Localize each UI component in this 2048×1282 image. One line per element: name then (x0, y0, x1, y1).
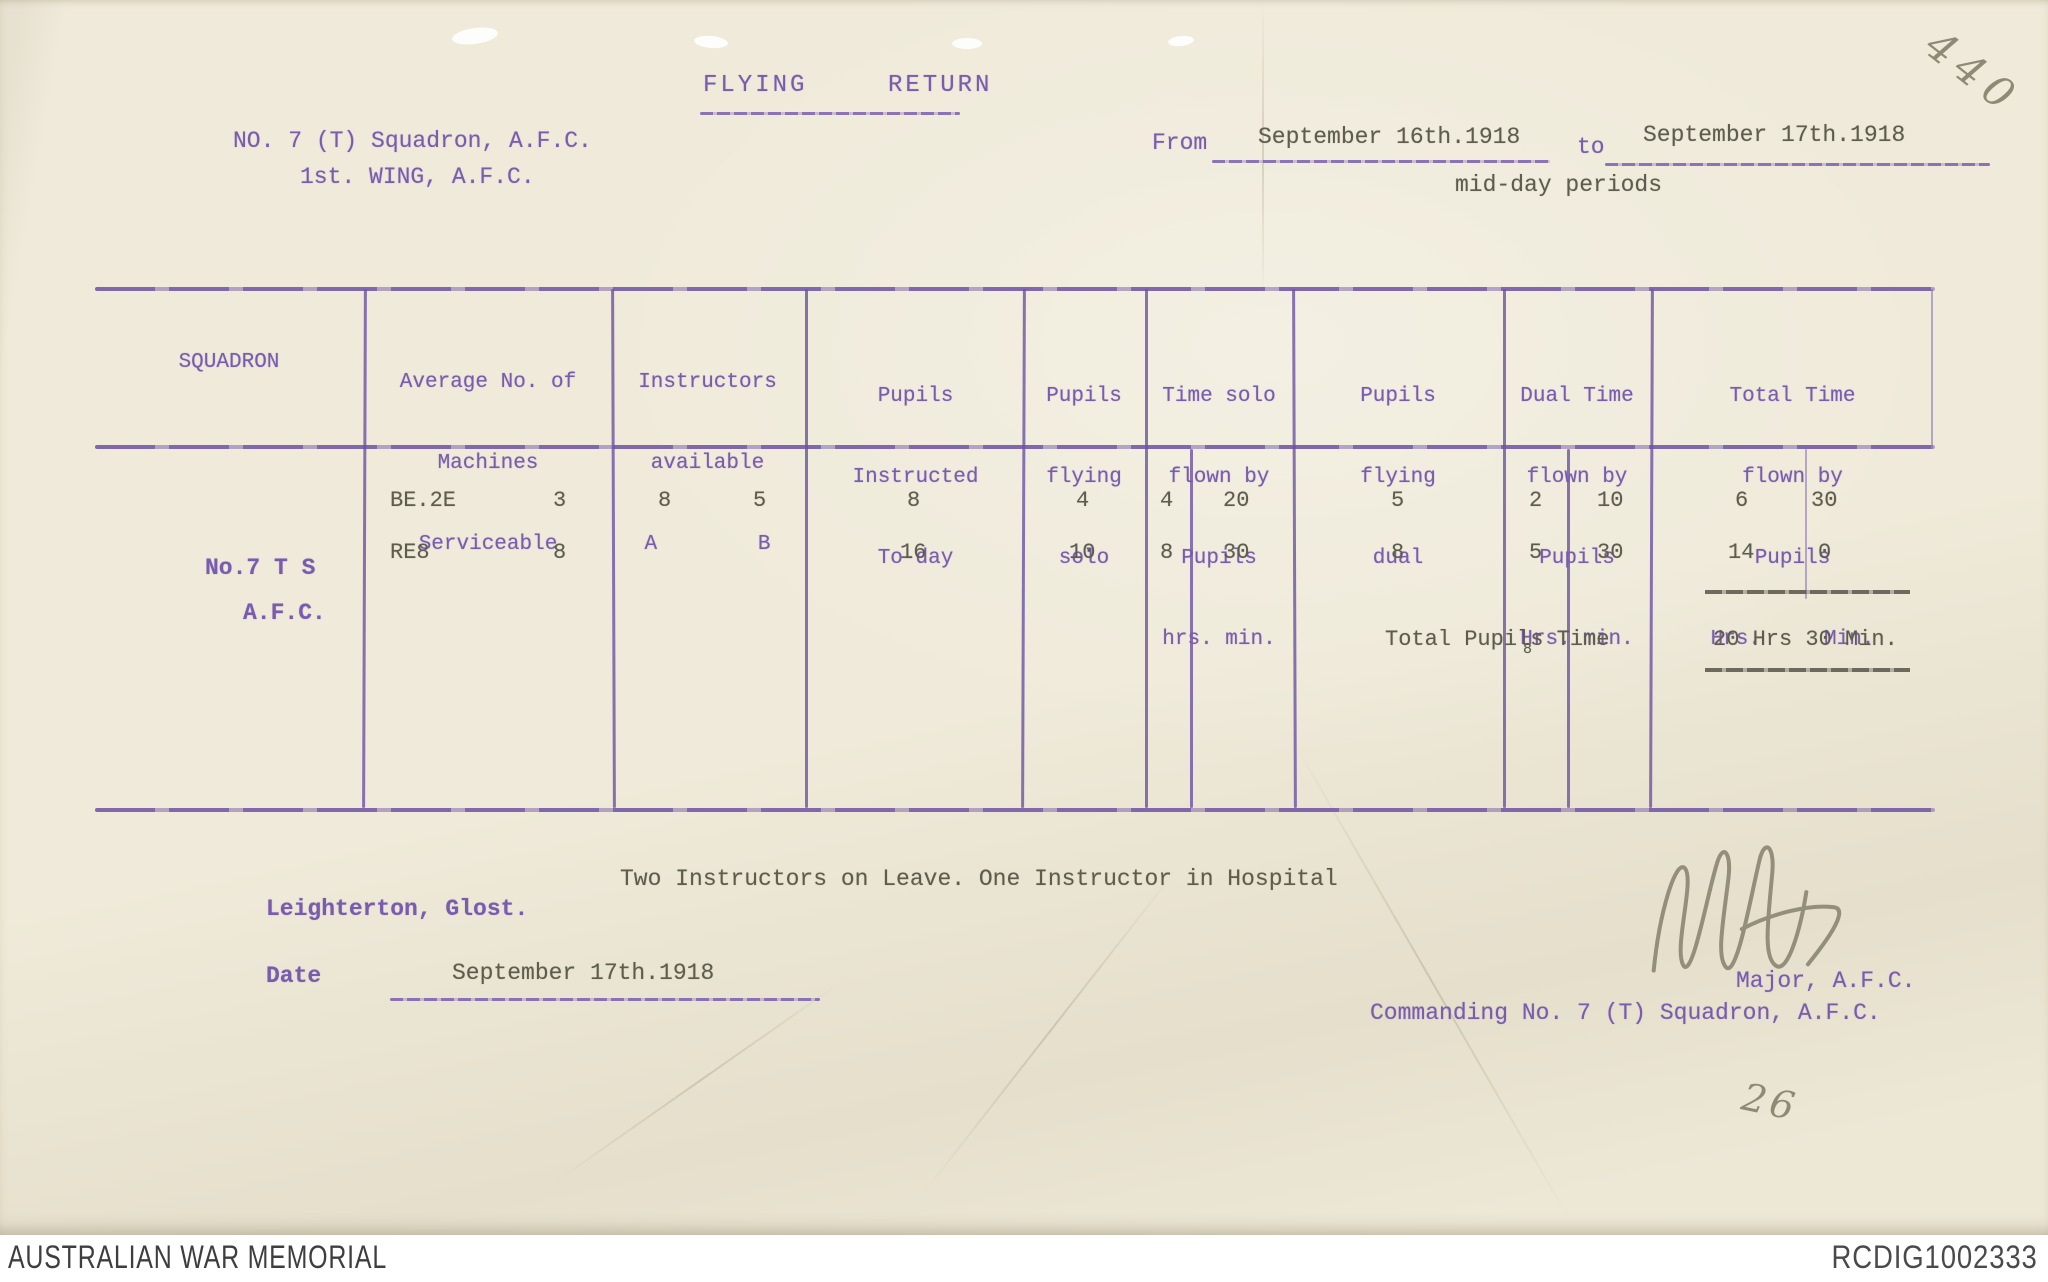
handwritten-page-number: 440 (1916, 20, 2031, 125)
solo-unit-min: min. (1225, 628, 1276, 651)
total-unit-min: Min. (1824, 628, 1875, 651)
solo-hrs-min-divider (1190, 449, 1193, 808)
handwritten-signature (1651, 845, 1842, 973)
totals-label: Total Pupils Time (1385, 627, 1610, 652)
row2-dual-hrs: 5 (1529, 540, 1543, 565)
paper-tear (1167, 34, 1195, 48)
period-note: mid-day periods (1455, 172, 1663, 198)
table-right-edge (1931, 289, 1933, 449)
table-bottom-rule (95, 808, 1935, 812)
remarks-note: Two Instructors on Leave. One Instructor… (620, 866, 1338, 892)
col-header-dual-time: Dual Time flown by Pupils Hrs. min. (1520, 385, 1634, 651)
col-header-time-solo: Time solo flown by Pupils hrs. min. (1162, 385, 1276, 651)
date-label: Date (266, 963, 322, 989)
row2-serviceable: 8 (553, 540, 567, 565)
total-unit-hrs: Hrs. (1710, 628, 1761, 651)
table-vline (1292, 288, 1297, 809)
instructors-sub-a: A (644, 533, 658, 556)
dual-unit-hrs: Hrs. (1520, 628, 1571, 651)
table-vline (1649, 288, 1654, 809)
paper-tear (952, 38, 982, 49)
flying-return-table: SQUADRON Average No. of Machines Service… (95, 287, 1935, 812)
table-vline (805, 289, 808, 808)
col-header-total-time: Total Time flown by Pupils Hrs. Min. (1710, 385, 1875, 651)
to-label: to (1577, 134, 1605, 160)
instructors-sub-b: B (757, 533, 771, 556)
squadron-entry-line2: A.F.C. (243, 600, 326, 626)
solo-unit-hrs: hrs. (1162, 628, 1213, 651)
location: Leighterton, Glost. (266, 896, 529, 922)
title-word-return: RETURN (888, 72, 993, 99)
to-date: September 17th.1918 (1643, 122, 1906, 148)
unit-line-1: NO. 7 (T) Squadron, A.F.C. (233, 128, 592, 154)
paper-crease (920, 863, 1182, 1197)
totals-bottom-rule (1705, 668, 1910, 672)
from-date: September 16th.1918 (1258, 124, 1521, 150)
row2-solo-hrs: 8 (1160, 540, 1174, 565)
table-header-rule (95, 445, 1935, 449)
row2-solo-min: 30 (1223, 540, 1250, 565)
total-hrs-min-divider (1805, 449, 1807, 599)
row1-total-min: 30 (1811, 488, 1838, 513)
signature-command: Commanding No. 7 (T) Squadron, A.F.C. (1370, 1000, 1881, 1026)
totals-stray-character: 8 (1523, 641, 1533, 658)
totals-top-rule (1705, 590, 1910, 594)
archive-name: AUSTRALIAN WAR MEMORIAL (8, 1239, 387, 1275)
row1-instructors-a: 8 (658, 488, 672, 513)
col-header-squadron: SQUADRON (178, 351, 280, 374)
squadron-entry-line1: No.7 T S (205, 555, 316, 581)
row1-solo-hrs: 4 (1160, 488, 1174, 513)
archive-footer: AUSTRALIAN WAR MEMORIAL RCDIG1002333 (0, 1235, 2048, 1282)
handwritten-folio-number: 26 (1738, 1074, 1803, 1130)
row1-dual-min: 10 (1597, 488, 1624, 513)
row2-dual-min: 30 (1597, 540, 1624, 565)
row1-instructors-b: 5 (753, 488, 767, 513)
dual-unit-min: min. (1583, 628, 1634, 651)
title-word-flying: FLYING (703, 72, 808, 99)
dual-hrs-min-divider (1567, 449, 1570, 808)
paper-crease (1262, 0, 1264, 300)
row1-serviceable: 3 (553, 488, 567, 513)
paper-sheet: 440 FLYING RETURN NO. 7 (T) Squadron, A.… (0, 0, 2048, 1235)
table-vline (1021, 288, 1026, 809)
row1-total-hrs: 6 (1735, 488, 1749, 513)
col-header-instructors: Instructors available A B (638, 371, 777, 556)
date-underline (390, 998, 820, 1001)
row1-solo-min: 20 (1223, 488, 1250, 513)
table-vline (1145, 289, 1148, 808)
signature-rank: Major, A.F.C. (1736, 968, 1916, 994)
date-value: September 17th.1918 (452, 960, 715, 986)
row1-machine: BE.2E (390, 488, 457, 513)
table-vline (611, 288, 616, 809)
row1-pupils-solo: 4 (1076, 488, 1090, 513)
col-header-pupils-solo: Pupils flying solo (1046, 385, 1122, 570)
paper-tear (451, 24, 499, 48)
row2-total-hrs: 14 (1728, 540, 1755, 565)
row2-pupils-dual: 8 (1391, 540, 1405, 565)
table-vline (1503, 289, 1506, 808)
col-header-pupils-instructed: Pupils Instructed To-day (852, 385, 979, 570)
from-label: From (1152, 130, 1208, 156)
row2-pupils-solo: 10 (1069, 540, 1096, 565)
col-header-pupils-dual: Pupils flying dual (1360, 385, 1436, 570)
paper-crease (552, 975, 850, 1185)
unit-line-2: 1st. WING, A.F.C. (300, 164, 535, 190)
title-underline (700, 112, 960, 115)
row1-dual-hrs: 2 (1529, 488, 1543, 513)
archive-reference: RCDIG1002333 (1831, 1239, 2038, 1275)
table-vline (362, 288, 367, 809)
totals-value: 20 Hrs 30 Min. (1713, 627, 1898, 652)
to-date-underline (1605, 163, 1990, 166)
row1-pupils-dual: 5 (1391, 488, 1405, 513)
from-date-underline (1212, 160, 1550, 163)
row2-machine: RE8 (390, 540, 430, 565)
row2-pupils-instructed: 16 (900, 540, 927, 565)
paper-tear (693, 34, 729, 50)
col-header-machines: Average No. of Machines Serviceable (399, 371, 577, 556)
table-top-rule (95, 287, 1935, 291)
row2-total-min: 0 (1818, 540, 1832, 565)
row1-pupils-instructed: 8 (907, 488, 921, 513)
